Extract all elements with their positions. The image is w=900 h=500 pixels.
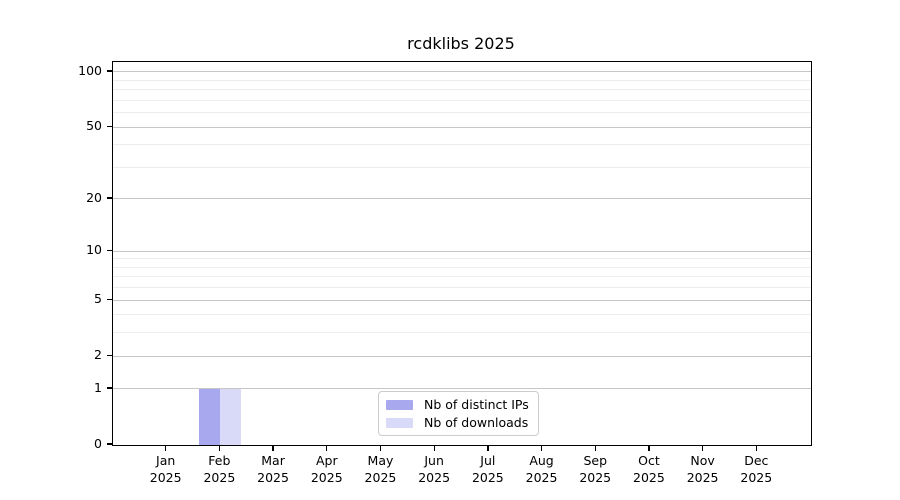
y-tick-label: 1 xyxy=(94,379,102,395)
legend-label-distinct-ips: Nb of distinct IPs xyxy=(424,397,529,412)
y-tick-label: 2 xyxy=(94,347,102,363)
minor-gridline xyxy=(113,314,811,316)
minor-gridline xyxy=(113,266,811,268)
x-tick-year: 2025 xyxy=(633,469,665,485)
x-tick-year: 2025 xyxy=(525,469,558,485)
y-tick-mark xyxy=(107,443,112,445)
x-tick-month: Nov xyxy=(690,453,715,468)
minor-gridline xyxy=(113,89,811,91)
major-gridline xyxy=(113,250,811,252)
minor-gridline xyxy=(113,287,811,289)
x-tick-month: Sep xyxy=(583,453,607,468)
x-tick-label: Jul 2025 xyxy=(460,453,516,486)
y-tick-label: 100 xyxy=(78,62,102,78)
x-tick-year: 2025 xyxy=(310,469,343,485)
major-gridline xyxy=(113,355,811,357)
legend-label-downloads: Nb of downloads xyxy=(424,415,529,430)
x-tick-month: Oct xyxy=(638,453,660,468)
x-tick-label: Aug 2025 xyxy=(514,453,570,486)
y-tick-mark xyxy=(107,354,112,356)
x-tick-label: Oct 2025 xyxy=(621,453,677,486)
bar-nb-of-downloads xyxy=(220,388,242,445)
major-gridline xyxy=(113,299,811,301)
plot-area xyxy=(112,61,812,446)
x-tick-mark xyxy=(379,446,382,451)
x-tick-mark xyxy=(218,446,221,451)
y-tick-mark xyxy=(107,125,112,127)
x-tick-mark xyxy=(540,446,543,451)
x-tick-mark xyxy=(487,446,489,451)
y-tick-mark xyxy=(107,387,112,389)
major-gridline xyxy=(113,198,811,200)
x-tick-mark xyxy=(648,446,650,451)
x-tick-mark xyxy=(165,446,167,451)
legend-swatch-distinct-ips xyxy=(386,399,413,410)
x-tick-year: 2025 xyxy=(579,469,612,485)
y-tick-label: 20 xyxy=(86,189,102,205)
x-tick-mark xyxy=(326,446,328,451)
major-gridline xyxy=(113,71,811,73)
y-tick-label: 5 xyxy=(94,291,102,307)
minor-gridline xyxy=(113,332,811,334)
major-gridline xyxy=(113,126,811,128)
minor-gridline xyxy=(113,99,811,101)
x-tick-mark xyxy=(272,446,274,451)
x-tick-mark xyxy=(702,446,704,451)
legend-swatch-downloads xyxy=(386,417,413,428)
x-tick-month: Jul xyxy=(480,453,496,468)
bar-nb-of-distinct-ips xyxy=(199,388,221,445)
x-tick-label: Mar 2025 xyxy=(245,453,301,486)
y-tick-mark xyxy=(107,197,112,199)
x-tick-label: Sep 2025 xyxy=(567,453,623,486)
x-tick-month: May xyxy=(367,453,394,468)
x-tick-month: Feb xyxy=(208,453,231,468)
x-tick-mark xyxy=(594,446,596,451)
x-tick-label: Feb 2025 xyxy=(191,453,247,486)
x-tick-year: 2025 xyxy=(257,469,289,485)
x-tick-label: Nov 2025 xyxy=(675,453,731,486)
y-tick-mark xyxy=(107,249,112,251)
x-tick-year: 2025 xyxy=(149,469,182,485)
x-tick-year: 2025 xyxy=(740,469,773,485)
legend-item-distinct-ips: Nb of distinct IPs xyxy=(386,397,529,412)
x-tick-label: Dec 2025 xyxy=(728,453,784,486)
legend: Nb of distinct IPs Nb of downloads xyxy=(378,391,539,436)
x-tick-month: Aug xyxy=(529,453,554,468)
minor-gridline xyxy=(113,166,811,168)
minor-gridline xyxy=(113,144,811,146)
x-tick-year: 2025 xyxy=(418,469,451,485)
x-tick-year: 2025 xyxy=(686,469,719,485)
x-tick-year: 2025 xyxy=(364,469,397,485)
x-tick-label: Apr 2025 xyxy=(299,453,355,486)
x-tick-month: Mar xyxy=(261,453,285,468)
y-tick-mark xyxy=(107,298,112,300)
x-tick-mark xyxy=(433,446,435,451)
x-tick-year: 2025 xyxy=(471,469,504,485)
x-tick-label: Jun 2025 xyxy=(406,453,462,486)
x-tick-label: Jan 2025 xyxy=(138,453,194,486)
x-tick-mark xyxy=(755,446,757,451)
y-tick-mark xyxy=(107,70,112,72)
y-tick-label: 0 xyxy=(94,436,102,451)
minor-gridline xyxy=(113,112,811,114)
x-tick-year: 2025 xyxy=(203,469,236,485)
major-gridline xyxy=(113,388,811,390)
minor-gridline xyxy=(113,79,811,81)
legend-item-downloads: Nb of downloads xyxy=(386,415,529,430)
x-tick-month: Jan xyxy=(156,453,176,468)
minor-gridline xyxy=(113,276,811,278)
chart-title: rcdklibs 2025 xyxy=(407,34,515,53)
x-tick-month: Dec xyxy=(744,453,769,468)
y-tick-label: 50 xyxy=(86,118,102,134)
x-tick-month: Apr xyxy=(315,453,338,468)
x-tick-label: May 2025 xyxy=(352,453,408,486)
minor-gridline xyxy=(113,258,811,260)
y-tick-label: 10 xyxy=(86,242,102,258)
x-tick-month: Jun xyxy=(424,453,444,468)
